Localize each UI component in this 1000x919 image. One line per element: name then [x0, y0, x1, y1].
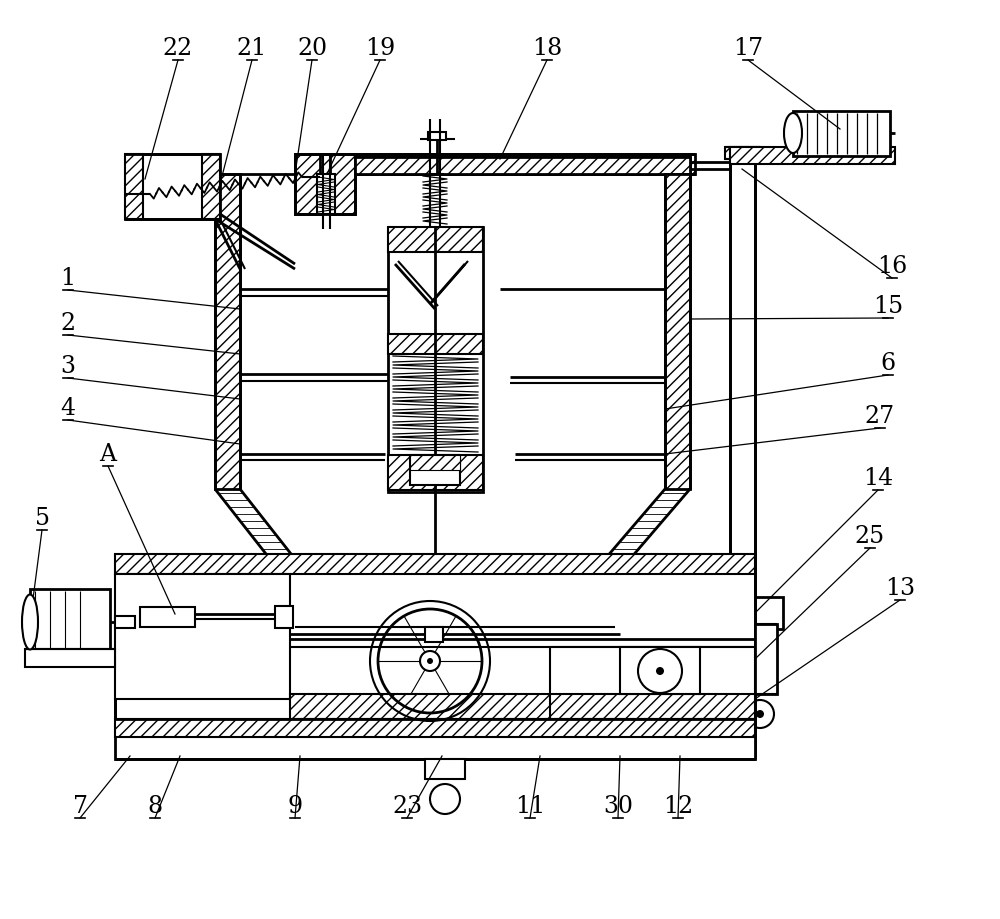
Text: 14: 14 [863, 467, 893, 490]
Bar [725, 148, 760, 160]
Text: 17: 17 [733, 37, 763, 60]
Text: 25: 25 [855, 525, 885, 548]
Bar [295, 154, 320, 215]
Bar [428, 133, 446, 141]
Bar [295, 154, 695, 175]
Text: 1: 1 [60, 267, 76, 289]
Bar [275, 607, 293, 629]
Bar [425, 759, 465, 779]
Text: 6: 6 [880, 352, 896, 375]
Bar [125, 154, 220, 220]
Bar [355, 158, 690, 175]
Bar [125, 154, 143, 220]
Bar [115, 554, 755, 720]
Bar [115, 574, 290, 699]
Text: 15: 15 [873, 295, 903, 318]
Bar [25, 650, 115, 667]
Bar [355, 158, 690, 175]
Bar [550, 647, 755, 699]
Text: 18: 18 [532, 37, 562, 60]
Text: 22: 22 [163, 37, 193, 60]
Text: 27: 27 [865, 404, 895, 427]
Text: 9: 9 [287, 794, 303, 817]
Bar [550, 694, 755, 720]
Bar [317, 175, 335, 215]
Text: 3: 3 [61, 355, 76, 378]
Text: 21: 21 [237, 37, 267, 60]
Bar [388, 456, 483, 491]
Bar [730, 154, 755, 754]
Bar [410, 456, 460, 471]
Bar [202, 154, 220, 220]
Text: 30: 30 [603, 794, 633, 817]
Bar [388, 335, 483, 355]
Text: 19: 19 [365, 37, 395, 60]
Bar [388, 228, 483, 493]
Bar [620, 647, 700, 694]
Text: 2: 2 [60, 312, 76, 335]
Bar [295, 154, 355, 215]
Ellipse shape [22, 595, 38, 650]
Bar [215, 175, 240, 490]
Bar [665, 175, 690, 490]
Text: 12: 12 [663, 794, 693, 817]
Text: 23: 23 [392, 794, 422, 817]
Bar [115, 720, 755, 737]
Bar [115, 720, 755, 759]
Bar [410, 456, 460, 485]
Text: A: A [100, 443, 117, 466]
Bar [730, 148, 895, 165]
Bar [755, 597, 783, 630]
Text: 8: 8 [147, 794, 163, 817]
Bar [755, 624, 777, 694]
Bar [330, 154, 355, 215]
Bar [140, 607, 195, 628]
Text: 13: 13 [885, 576, 915, 599]
Text: 11: 11 [515, 794, 545, 817]
Text: 20: 20 [297, 37, 327, 60]
Bar [30, 589, 110, 654]
Bar [115, 617, 135, 629]
Bar [290, 694, 755, 720]
Circle shape [427, 658, 433, 664]
Bar [425, 628, 443, 642]
Circle shape [656, 667, 664, 675]
Bar [793, 112, 890, 157]
Text: 5: 5 [35, 506, 50, 529]
Text: 4: 4 [60, 397, 76, 420]
Bar [388, 228, 483, 253]
Text: 16: 16 [877, 255, 907, 278]
Text: 7: 7 [73, 794, 88, 817]
Circle shape [756, 710, 764, 719]
Bar [115, 554, 755, 574]
Ellipse shape [784, 114, 802, 153]
